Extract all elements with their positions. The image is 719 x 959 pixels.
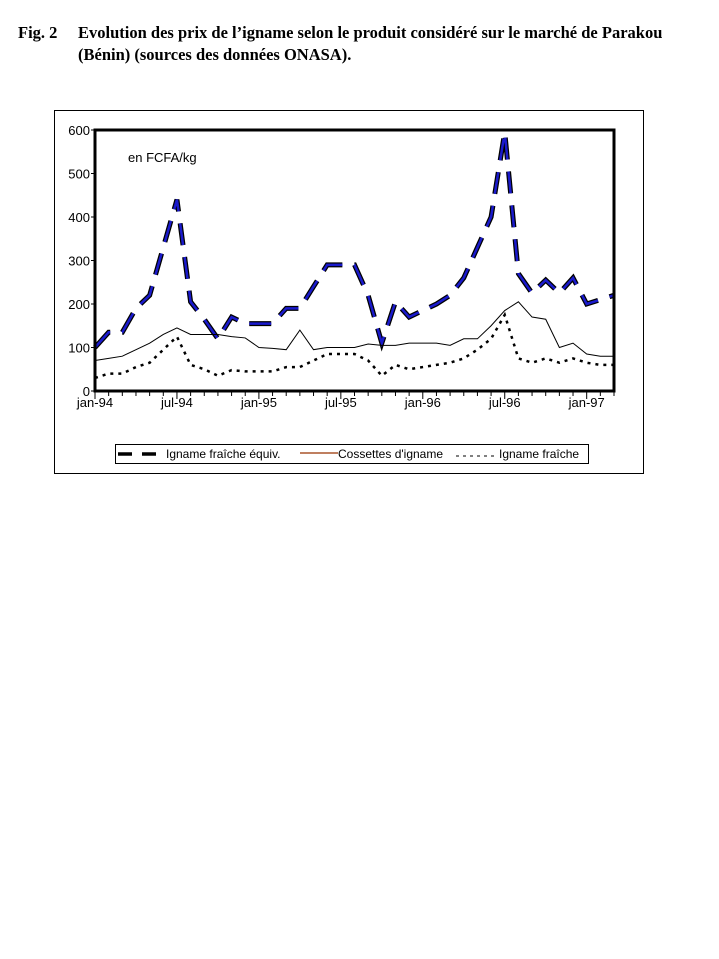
- legend-label: Igname fraîche équiv.: [166, 447, 281, 461]
- x-tick-label: jan-95: [240, 395, 277, 410]
- y-tick-label: 300: [68, 254, 90, 269]
- x-tick-label: jan-96: [404, 395, 441, 410]
- legend-label: Igname fraîche: [499, 447, 579, 461]
- y-tick-label: 600: [68, 123, 90, 138]
- legend-box: [115, 444, 589, 464]
- y-tick-label: 400: [68, 210, 90, 225]
- y-tick-label: 100: [68, 341, 90, 356]
- series-line-igname-fraiche-equiv-overlay: [94, 131, 615, 349]
- x-tick-label: jan-94: [76, 395, 113, 410]
- x-tick-label: jan-97: [568, 395, 605, 410]
- y-tick-label: 500: [68, 167, 90, 182]
- y-tick-label: 200: [68, 297, 90, 312]
- series-line-igname-fraiche: [94, 311, 614, 380]
- plot-area: [93, 128, 616, 393]
- legend: Igname fraîche équiv. Cossettes d'igname I…: [115, 444, 589, 464]
- figure-number: Fig. 2: [18, 23, 58, 42]
- y-tick-label: 0: [83, 384, 90, 399]
- x-tick-label: jul-96: [488, 395, 521, 410]
- series-line-cossettes: [94, 301, 614, 362]
- x-tick-label: jul-95: [324, 395, 357, 410]
- unit-label: en FCFA/kg: [128, 150, 197, 165]
- figure-title: Evolution des prix de l’igname selon le …: [78, 23, 663, 64]
- x-tick-label: jul-94: [160, 395, 193, 410]
- legend-label: Cossettes d'igname: [338, 447, 443, 461]
